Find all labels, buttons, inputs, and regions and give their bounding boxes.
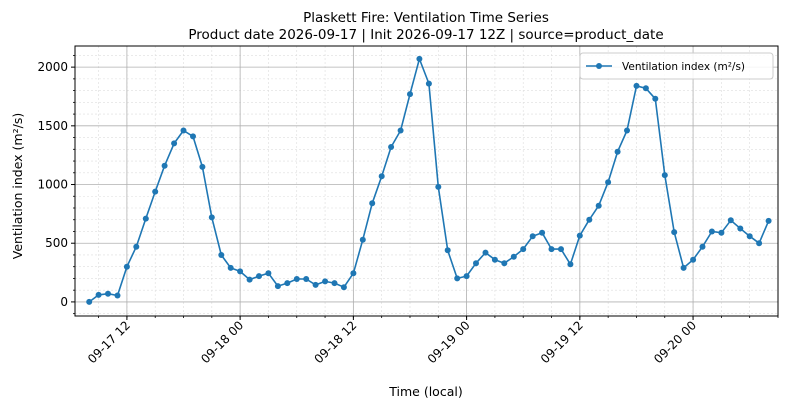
- data-point: [256, 273, 262, 280]
- data-point: [322, 278, 329, 285]
- data-point: [274, 283, 281, 290]
- data-point: [161, 162, 168, 169]
- x-axis-label: Time (local): [388, 384, 462, 399]
- data-point: [690, 256, 697, 263]
- data-point: [633, 82, 640, 89]
- data-point: [558, 246, 564, 253]
- data-point: [727, 217, 734, 224]
- data-point: [765, 217, 772, 224]
- y-tick-label: 1500: [37, 119, 68, 133]
- data-point: [473, 260, 479, 267]
- data-point: [340, 284, 347, 291]
- data-point: [718, 229, 725, 236]
- x-tick-label: 09-20 00: [651, 318, 699, 366]
- data-point: [227, 264, 234, 271]
- data-point: [331, 280, 338, 287]
- data-point: [444, 247, 451, 254]
- x-tick-label: 09-19 00: [425, 318, 473, 366]
- data-point: [218, 252, 225, 258]
- data-point: [671, 229, 678, 236]
- data-point: [378, 173, 385, 180]
- data-point: [435, 183, 442, 190]
- data-point: [501, 260, 508, 267]
- legend-entry-ventilation: Ventilation index (m²/s): [622, 61, 745, 73]
- data-point: [699, 243, 706, 250]
- data-point: [463, 273, 470, 280]
- data-point: [680, 264, 687, 271]
- data-point: [529, 233, 536, 240]
- data-point: [312, 281, 319, 288]
- data-point: [482, 249, 489, 256]
- data-point: [369, 200, 376, 207]
- series-ventilation: [86, 55, 772, 305]
- data-point: [237, 268, 244, 275]
- grid: [75, 46, 779, 316]
- data-point: [661, 172, 668, 179]
- data-point: [95, 291, 102, 298]
- data-point: [133, 243, 140, 250]
- data-point: [567, 261, 574, 268]
- data-point: [586, 216, 593, 223]
- data-point: [737, 225, 744, 232]
- data-point: [105, 290, 111, 297]
- data-point: [652, 95, 659, 102]
- data-point: [303, 276, 310, 282]
- data-point: [520, 246, 527, 253]
- data-point: [397, 127, 404, 134]
- data-point: [246, 276, 253, 283]
- data-point: [746, 233, 753, 240]
- data-point: [208, 214, 215, 221]
- legend-box: [579, 52, 774, 80]
- y-tick-label: 1000: [37, 178, 68, 192]
- data-point: [510, 253, 517, 260]
- data-point: [624, 127, 630, 134]
- data-point: [142, 215, 149, 222]
- legend: Ventilation index (m²/s): [579, 52, 774, 80]
- data-point: [388, 144, 395, 150]
- data-point: [416, 55, 423, 62]
- x-tick-label: 09-17 12: [85, 318, 133, 366]
- x-tick-label: 09-18 12: [311, 318, 359, 366]
- data-point: [491, 256, 498, 263]
- y-axis-label: Ventilation index (m²/s): [10, 113, 25, 259]
- data-point: [123, 263, 130, 270]
- y-tick-label: 2000: [37, 60, 68, 74]
- data-point: [605, 179, 612, 186]
- chart-subtitle: Product date 2026-09-17 | Init 2026-09-1…: [188, 27, 663, 43]
- data-point: [86, 298, 93, 305]
- data-point: [407, 91, 413, 98]
- data-point: [171, 140, 178, 147]
- data-point: [425, 80, 432, 87]
- data-point: [614, 148, 621, 155]
- data-point: [284, 280, 291, 287]
- data-point: [152, 188, 159, 195]
- data-point: [350, 270, 357, 277]
- data-point: [642, 85, 649, 92]
- legend-dot-marker: [596, 63, 602, 69]
- data-point: [708, 228, 715, 235]
- chart-title: Plaskett Fire: Ventilation Time Series: [303, 10, 549, 26]
- x-tick-label: 09-19 12: [538, 318, 586, 366]
- data-point: [595, 202, 602, 209]
- data-point: [756, 240, 763, 247]
- tick-labels: 0 500 1000 1500 2000 09-17 12 09-18 00 09-18 12…: [37, 60, 699, 366]
- plot-frame: [74, 45, 779, 317]
- axes: [71, 45, 779, 320]
- data-point: [265, 270, 272, 277]
- data-point: [548, 246, 555, 253]
- data-point: [180, 127, 187, 134]
- series-line: [88, 58, 770, 303]
- data-point: [190, 133, 196, 140]
- data-point: [199, 163, 206, 170]
- data-point: [293, 276, 300, 282]
- y-tick-label: 0: [60, 295, 68, 309]
- data-point: [454, 275, 461, 282]
- x-tick-label: 09-18 00: [198, 318, 246, 366]
- y-tick-label: 500: [45, 236, 68, 250]
- data-point: [539, 229, 546, 236]
- data-point: [114, 292, 121, 299]
- data-point: [576, 232, 583, 239]
- data-point: [359, 236, 366, 243]
